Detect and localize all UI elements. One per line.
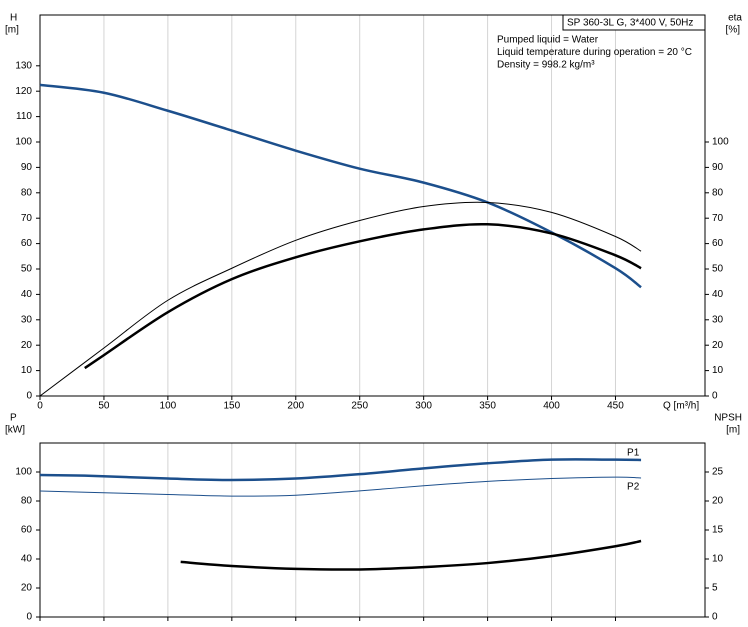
y2-tick-label: 80 xyxy=(712,187,724,198)
y2-tick-label: 60 xyxy=(712,238,724,249)
y-tick-label: 100 xyxy=(15,137,32,148)
y-tick-label: 30 xyxy=(21,314,33,325)
y2-axis-label: NPSH xyxy=(714,413,742,424)
x-tick-label: 350 xyxy=(479,401,496,412)
series-line xyxy=(39,83,642,289)
y-tick-label: 110 xyxy=(16,111,32,122)
x-tick-label: 0 xyxy=(37,401,43,412)
y-tick-label: 80 xyxy=(21,496,33,507)
x-tick-label: 300 xyxy=(415,401,432,412)
y-tick-label: 40 xyxy=(21,289,33,300)
x-tick-label: 400 xyxy=(543,401,560,412)
y2-tick-label: 20 xyxy=(712,340,724,351)
y-axis-unit: [kW] xyxy=(5,425,25,436)
y-tick-label: 20 xyxy=(21,340,33,351)
info-box xyxy=(562,14,706,31)
y-tick-label: 40 xyxy=(21,554,33,565)
plot-frame xyxy=(39,14,706,397)
x-tick-label: 200 xyxy=(287,401,304,412)
y-tick-label: 100 xyxy=(15,467,32,478)
y2-tick-label: 40 xyxy=(712,289,724,300)
y2-tick-label: 30 xyxy=(712,314,724,325)
series-line xyxy=(39,476,642,497)
series-line xyxy=(39,458,642,482)
x-axis-label: Q [m³/h] xyxy=(663,401,699,412)
series-line xyxy=(39,201,642,397)
y2-tick-label: 5 xyxy=(712,583,718,594)
y-tick-label: 70 xyxy=(21,213,33,224)
y2-tick-label: 15 xyxy=(712,525,724,536)
y2-tick-label: 50 xyxy=(712,264,724,275)
series-label: P1 xyxy=(627,448,640,459)
x-tick-label: 50 xyxy=(98,401,110,412)
series-line xyxy=(180,539,642,571)
x-tick-label: 450 xyxy=(607,401,624,412)
series-label: P2 xyxy=(627,482,640,493)
x-tick-label: 100 xyxy=(160,401,177,412)
x-tick-label: 250 xyxy=(351,401,368,412)
y-tick-label: 10 xyxy=(21,365,33,376)
y2-axis-unit: [m] xyxy=(726,425,740,436)
y2-axis-unit: [%] xyxy=(726,25,741,36)
info-note: Pumped liquid = Water xyxy=(497,35,599,46)
y2-tick-label: 90 xyxy=(712,162,724,173)
y2-tick-label: 20 xyxy=(712,496,724,507)
y2-tick-label: 70 xyxy=(712,213,724,224)
info-note: Liquid temperature during operation = 20… xyxy=(497,47,692,58)
y2-axis-label: eta xyxy=(728,13,742,24)
y-tick-label: 120 xyxy=(15,86,32,97)
y-tick-label: 90 xyxy=(21,162,33,173)
y-axis-label: H xyxy=(10,13,17,24)
y-tick-label: 0 xyxy=(26,612,32,623)
y2-tick-label: 25 xyxy=(712,467,724,478)
series-line xyxy=(84,222,642,370)
y-tick-label: 60 xyxy=(21,525,33,536)
y-tick-label: 20 xyxy=(21,583,33,594)
y2-tick-label: 0 xyxy=(712,391,718,402)
plot-frame xyxy=(39,442,706,618)
y-tick-label: 60 xyxy=(21,238,33,249)
y-axis-label: P xyxy=(10,413,17,424)
y2-tick-label: 100 xyxy=(712,137,729,148)
y-axis-unit: [m] xyxy=(5,25,19,36)
y2-tick-label: 10 xyxy=(712,365,724,376)
chart-title: SP 360-3L G, 3*400 V, 50Hz xyxy=(567,18,693,29)
info-note: Density = 998.2 kg/m³ xyxy=(497,60,595,71)
y-tick-label: 80 xyxy=(21,187,33,198)
y2-tick-label: 10 xyxy=(712,554,724,565)
y-tick-label: 130 xyxy=(15,60,32,71)
y-tick-label: 50 xyxy=(21,264,33,275)
y2-tick-label: 0 xyxy=(712,612,718,623)
x-tick-label: 150 xyxy=(223,401,240,412)
y-tick-label: 0 xyxy=(26,391,32,402)
